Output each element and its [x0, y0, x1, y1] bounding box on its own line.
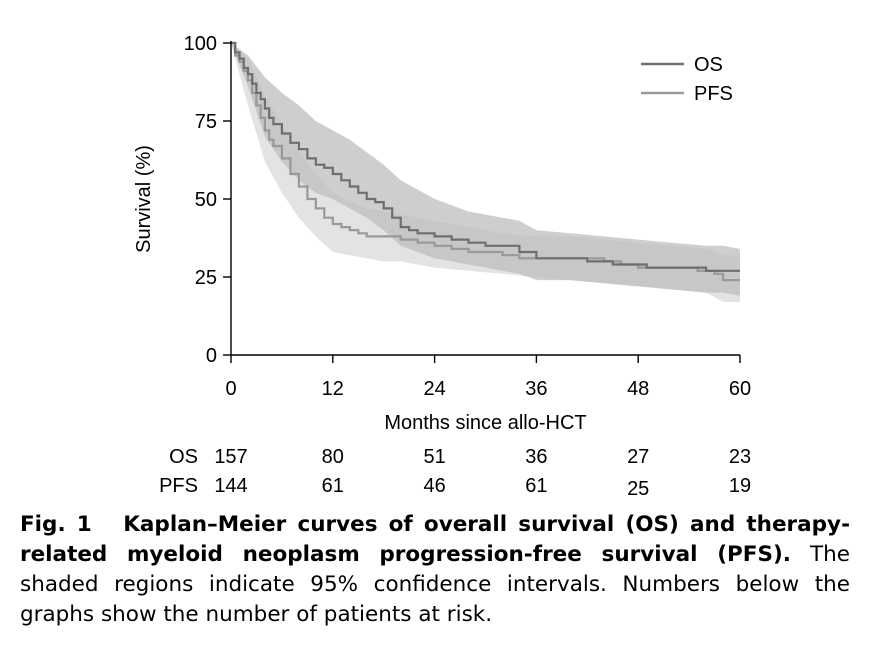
risk-label-os: OS: [169, 446, 198, 468]
y-axis-label: Survival (%): [133, 145, 155, 253]
x-tick-label: 48: [627, 378, 649, 400]
caption-title: Kaplan–Meier curves of overall survival …: [20, 512, 850, 567]
y-tick-label: 100: [184, 33, 217, 55]
risk-count-pfs: 46: [423, 475, 445, 497]
x-tick-label: 24: [423, 378, 445, 400]
confidence-bands: [231, 43, 740, 302]
risk-count-os: 36: [525, 446, 547, 468]
risk-count-os: 23: [729, 446, 751, 468]
caption-fig-label: Fig. 1: [20, 512, 92, 537]
risk-count-pfs: 61: [525, 475, 547, 497]
legend: OS PFS: [641, 54, 733, 105]
risk-table: OS 157 80 51 36 27 23 PFS 144 61 46 61 25 19: [159, 446, 751, 500]
risk-count-pfs: 144: [214, 475, 247, 497]
x-axis-label: Months since allo-HCT: [384, 412, 586, 434]
y-tick-label: 25: [195, 267, 217, 289]
y-tick-label: 75: [195, 111, 217, 133]
x-tick-label: 12: [322, 378, 344, 400]
x-tick-label: 60: [729, 378, 751, 400]
legend-label-pfs: PFS: [694, 83, 733, 105]
risk-count-os: 80: [322, 446, 344, 468]
caption-body: The shaded regions indicate 95% confiden…: [20, 542, 850, 627]
risk-label-pfs: PFS: [159, 475, 198, 497]
os-ci-band: [231, 43, 740, 296]
figure-caption: Fig. 1 Kaplan–Meier curves of overall su…: [20, 510, 850, 630]
os-curve: [231, 41, 740, 272]
risk-count-pfs: 61: [322, 475, 344, 497]
km-chart: 0 25 50 75 100 0 12 24 36 48 60 Months since allo-H…: [133, 33, 751, 500]
risk-count-pfs: 19: [729, 475, 751, 497]
risk-count-os: 157: [214, 446, 247, 468]
y-tick-label: 0: [206, 345, 217, 367]
x-tick-label: 0: [225, 378, 236, 400]
pfs-ci-band: [231, 43, 740, 302]
risk-count-os: 51: [423, 446, 445, 468]
risk-count-os: 27: [627, 446, 649, 468]
risk-count-pfs: 25: [627, 478, 649, 500]
survival-curves: [231, 41, 740, 282]
legend-label-os: OS: [694, 54, 723, 76]
y-tick-label: 50: [195, 189, 217, 211]
axes: 0 25 50 75 100 0 12 24 36 48 60 Months since allo-H…: [133, 33, 751, 434]
x-tick-label: 36: [525, 378, 547, 400]
